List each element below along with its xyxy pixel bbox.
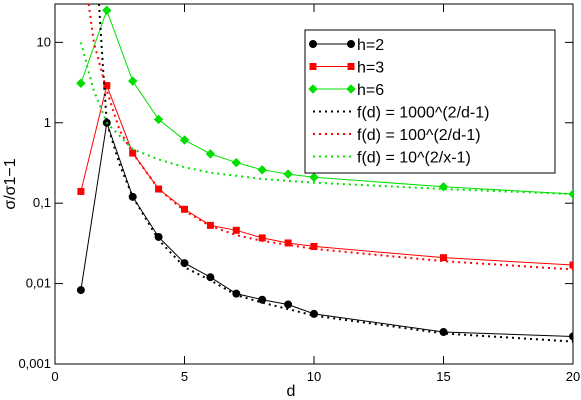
marker (231, 157, 242, 168)
legend-label: f(d) = 1000^(2/d-1) (357, 105, 489, 122)
marker (179, 135, 190, 145)
y-tick-label: 10 (37, 34, 51, 49)
series-line (80, 83, 573, 266)
marker (258, 295, 267, 304)
marker (310, 242, 318, 250)
marker (153, 114, 164, 125)
x-axis-label: d (287, 383, 296, 400)
y-axis-label: σ/σ1−1 (2, 158, 19, 209)
legend-label: f(d) = 10^(2/x-1) (357, 150, 471, 167)
marker (284, 239, 292, 247)
marker (77, 187, 85, 195)
marker (102, 5, 112, 16)
marker (181, 205, 188, 213)
marker (347, 40, 355, 48)
y-tick-label: 0,001 (18, 356, 51, 371)
plot-area (76, 4, 573, 343)
marker (76, 286, 85, 295)
legend-box (304, 29, 556, 174)
x-tick-label: 0 (51, 369, 58, 384)
x-tick-label: 15 (436, 369, 450, 384)
legend-label: h=2 (357, 37, 384, 54)
marker (283, 169, 293, 179)
legend-label: h=6 (357, 82, 384, 99)
marker (309, 63, 317, 70)
marker (76, 78, 86, 88)
marker (232, 289, 241, 298)
y-tick-label: 0,01 (26, 276, 51, 291)
marker (154, 232, 163, 241)
marker (206, 273, 215, 282)
series-line (80, 8, 573, 195)
marker (346, 84, 356, 94)
marker (103, 82, 111, 90)
series-line (80, 122, 573, 337)
marker (439, 328, 448, 337)
x-tick-label: 10 (307, 369, 321, 384)
marker (569, 261, 573, 269)
marker (308, 84, 318, 94)
marker (155, 185, 163, 193)
marker (309, 40, 317, 48)
series-line (87, 4, 573, 271)
marker (347, 63, 355, 70)
legend-label: h=3 (357, 60, 384, 77)
marker (309, 172, 319, 182)
y-tick-label: 0,1 (33, 195, 51, 210)
marker (127, 76, 138, 86)
x-tick-label: 20 (566, 369, 580, 384)
series-line (79, 42, 573, 196)
marker (284, 300, 293, 309)
marker (257, 165, 267, 175)
legend-label: f(d) = 100^(2/d-1) (357, 127, 481, 144)
marker (205, 149, 216, 159)
x-tick-label: 5 (181, 369, 188, 384)
marker (128, 192, 137, 201)
y-tick-label: 1 (44, 115, 51, 130)
marker (232, 226, 240, 234)
marker (440, 254, 447, 262)
marker (569, 332, 573, 341)
